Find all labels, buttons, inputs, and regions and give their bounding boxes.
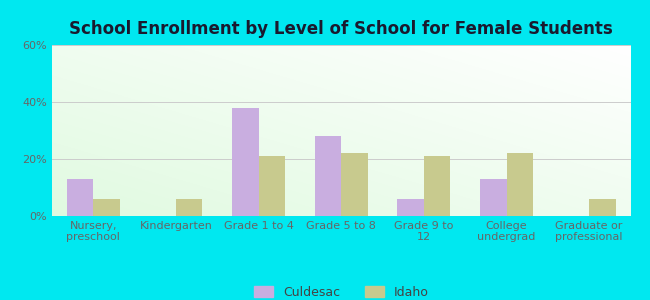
Bar bbox=[67, 179, 94, 216]
Legend: Culdesac, Idaho: Culdesac, Idaho bbox=[254, 286, 428, 299]
Bar bbox=[259, 156, 285, 216]
Bar bbox=[232, 108, 259, 216]
Bar bbox=[397, 199, 424, 216]
Bar bbox=[94, 199, 120, 216]
Bar bbox=[506, 153, 533, 216]
Bar bbox=[480, 179, 506, 216]
Bar bbox=[315, 136, 341, 216]
Bar bbox=[424, 156, 450, 216]
Bar bbox=[176, 199, 202, 216]
Bar bbox=[341, 153, 368, 216]
Title: School Enrollment by Level of School for Female Students: School Enrollment by Level of School for… bbox=[70, 20, 613, 38]
Bar bbox=[589, 199, 616, 216]
